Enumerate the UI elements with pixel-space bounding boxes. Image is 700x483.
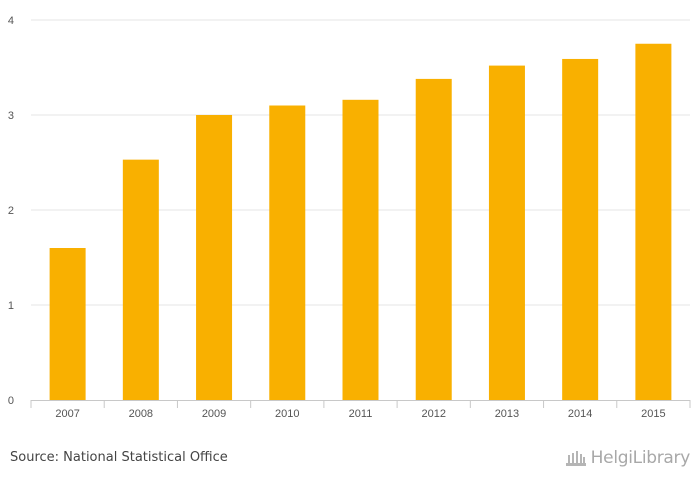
bar-2010: [269, 105, 306, 400]
y-axis: 0 1 2 3 4: [8, 15, 14, 407]
x-tick-label-2013: 2013: [495, 408, 519, 420]
y-tick-label-0: 0: [8, 395, 14, 407]
x-tick-label-2009: 2009: [202, 408, 226, 420]
source-note: Source: National Statistical Office: [10, 450, 228, 465]
bar-2007: [49, 248, 86, 400]
x-tick-label-2007: 2007: [55, 408, 79, 420]
bar-2008: [122, 159, 159, 400]
helgi-library-logo: HelgiLibrary: [565, 448, 690, 468]
x-tick-label-2008: 2008: [129, 408, 153, 420]
x-axis: 2007 2008 2009 2010 2011 2012 2013 2014 2015: [30, 400, 691, 420]
x-tick-label-2012: 2012: [421, 408, 445, 420]
x-tick-label-2011: 2011: [349, 408, 373, 420]
bar-2014: [562, 58, 599, 400]
x-tick-label-2014: 2014: [568, 408, 592, 420]
logo-text: HelgiLibrary: [590, 448, 691, 468]
x-tick-label-2015: 2015: [641, 408, 665, 420]
bar-2013: [488, 65, 525, 400]
bars: [49, 43, 672, 401]
library-building-icon: [565, 451, 586, 466]
y-tick-label-3: 3: [8, 110, 14, 122]
bar-2011: [342, 99, 379, 401]
bar-2012: [415, 78, 452, 401]
y-tick-label-2: 2: [8, 205, 14, 217]
bar-2009: [196, 115, 233, 400]
y-tick-label-1: 1: [8, 300, 14, 312]
bar-2015: [635, 43, 672, 400]
x-tick-label-2010: 2010: [275, 408, 299, 420]
y-tick-label-4: 4: [8, 15, 14, 27]
